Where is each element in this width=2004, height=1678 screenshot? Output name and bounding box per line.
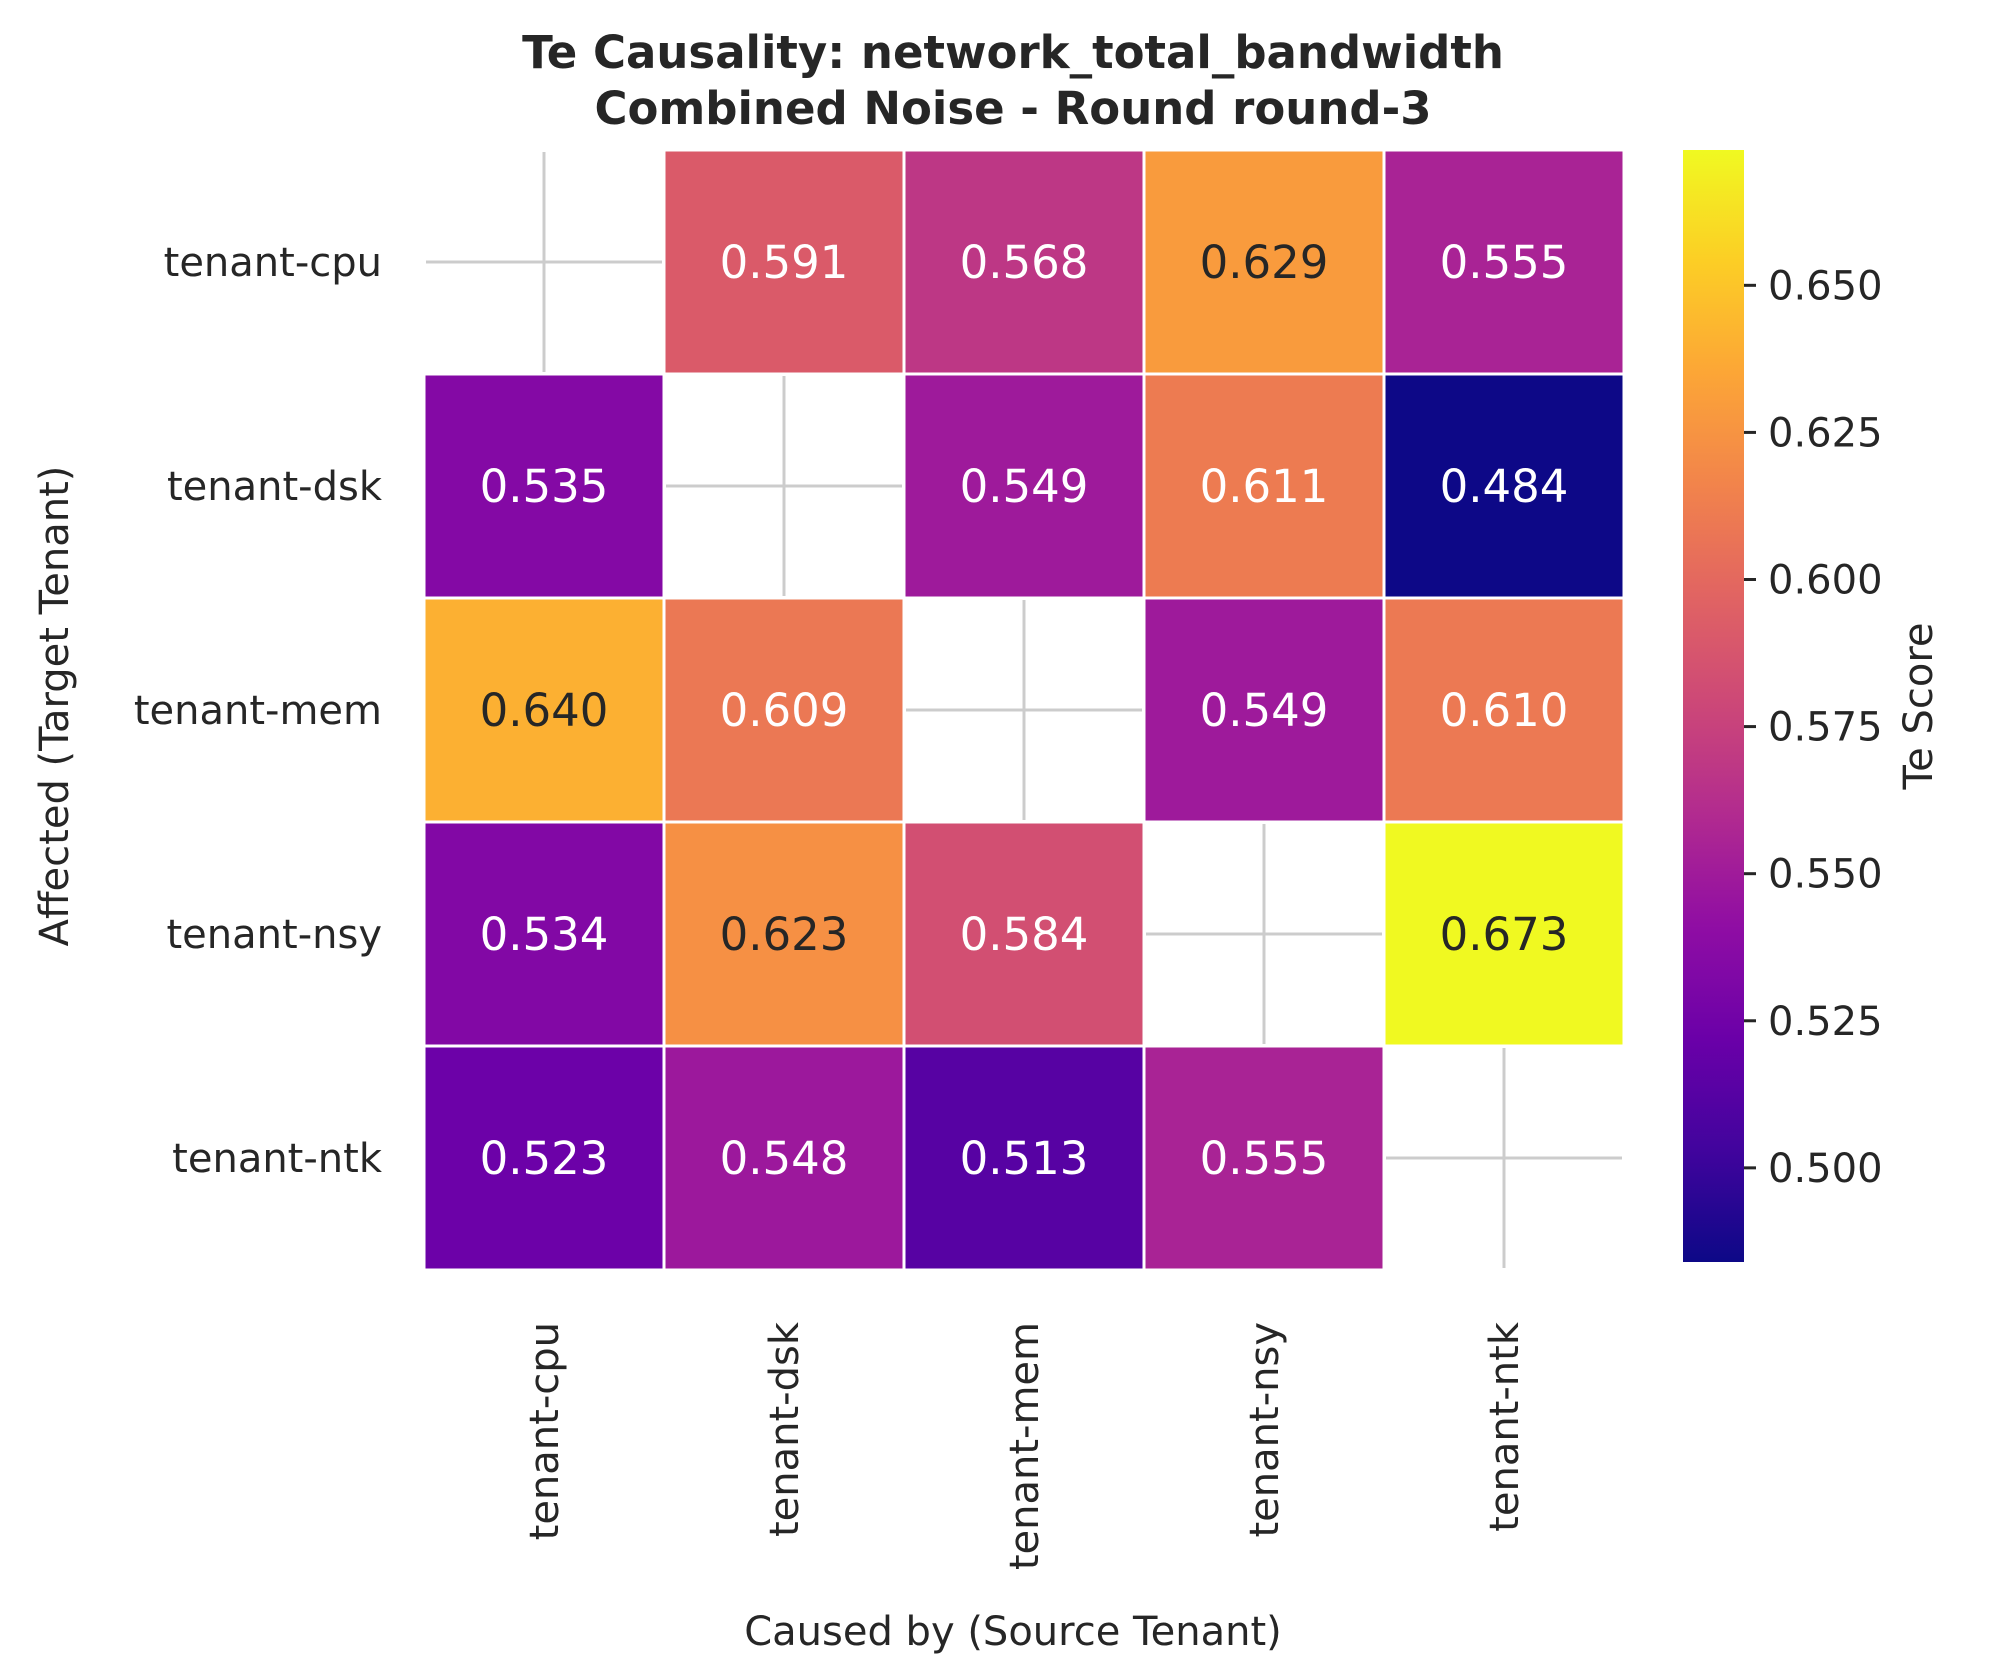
heatmap-cell [662,148,906,376]
heatmap-cell [902,1044,1146,1272]
colorbar-tick-label: 0.650 [1768,263,1883,309]
cell-value-label: 0.555 [1440,236,1569,289]
heatmap-cells: 0.591 0.568 0.629 0.555 0.535 0.549 0.611 0.484… [422,148,1626,1272]
y-tick-label: tenant-mem [134,688,382,734]
cell-value-label: 0.549 [1200,684,1329,737]
colorbar-label: Te Score [1896,623,1942,791]
chart-subtitle: Combined Noise - Round round-3 [594,82,1431,135]
y-axis-ticks: tenant-cpu tenant-dsk tenant-mem tenant-nsy… [134,240,383,1182]
x-tick-label: tenant-mem [1002,1322,1048,1570]
cell-value-label: 0.548 [720,1132,849,1185]
cell-value-label: 0.523 [480,1132,609,1185]
colorbar-tick-label: 0.525 [1768,999,1883,1045]
heatmap-cell [1142,596,1386,824]
colorbar-tick-label: 0.500 [1768,1146,1883,1192]
y-axis-label: Affected (Target Tenant) [32,466,78,947]
heatmap-cell [422,1044,666,1272]
cell-value-label: 0.609 [720,684,849,737]
colorbar-tick-label: 0.625 [1768,410,1883,456]
cell-value-label: 0.535 [480,460,609,513]
heatmap-cell [662,820,906,1048]
y-tick-label: tenant-ntk [172,1136,383,1182]
cell-value-label: 0.555 [1200,1132,1329,1185]
colorbar-gradient [1683,150,1744,1262]
cell-value-label: 0.673 [1440,908,1569,961]
colorbar-tick-label: 0.575 [1768,705,1883,751]
heatmap-cell [1382,372,1626,600]
heatmap-cell [422,596,666,824]
x-tick-label: tenant-cpu [522,1322,568,1540]
cell-value-label: 0.610 [1440,684,1569,737]
heatmap-cell [902,372,1146,600]
heatmap-cell [1142,148,1386,376]
heatmap-cell [422,372,666,600]
x-axis-ticks: tenant-cpu tenant-dsk tenant-mem tenant-nsy… [522,1321,1528,1570]
cell-value-label: 0.484 [1440,460,1569,513]
chart-title: Te Causality: network_total_bandwidth [522,26,1504,79]
x-tick-label: tenant-ntk [1482,1321,1528,1532]
cell-value-label: 0.584 [960,908,1089,961]
heatmap-cell [1142,1044,1386,1272]
y-tick-label: tenant-nsy [167,912,383,958]
heatmap-cell [902,148,1146,376]
x-tick-label: tenant-nsy [1242,1322,1288,1538]
heatmap-cell [662,596,906,824]
heatmap-cell [1382,148,1626,376]
cell-value-label: 0.591 [720,236,849,289]
x-axis-label: Caused by (Source Tenant) [744,1609,1282,1655]
y-tick-label: tenant-dsk [167,464,383,510]
cell-value-label: 0.611 [1200,460,1329,513]
colorbar-tick-label: 0.550 [1768,852,1883,898]
colorbar: 0.500 0.525 0.550 0.575 0.600 0.625 0.650 Te S… [1683,150,1942,1262]
heatmap-cell [662,1044,906,1272]
cell-value-label: 0.513 [960,1132,1089,1185]
cell-value-label: 0.534 [480,908,609,961]
cell-value-label: 0.568 [960,236,1089,289]
heatmap-cell [422,820,666,1048]
cell-value-label: 0.549 [960,460,1089,513]
colorbar-ticks: 0.500 0.525 0.550 0.575 0.600 0.625 0.650 [1744,263,1883,1192]
heatmap-cell [902,820,1146,1048]
y-tick-label: tenant-cpu [164,240,382,286]
cell-value-label: 0.623 [720,908,849,961]
cell-value-label: 0.629 [1200,236,1329,289]
colorbar-tick-label: 0.600 [1768,558,1883,604]
heatmap-cell [1382,596,1626,824]
heatmap-cell [1382,820,1626,1048]
cell-value-label: 0.640 [480,684,609,737]
x-tick-label: tenant-dsk [762,1321,808,1537]
